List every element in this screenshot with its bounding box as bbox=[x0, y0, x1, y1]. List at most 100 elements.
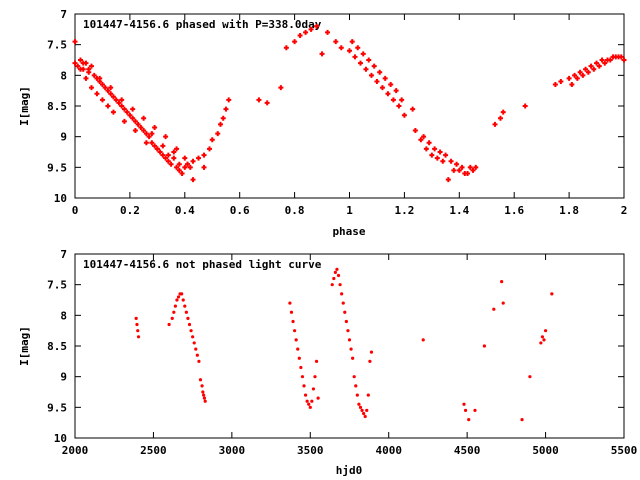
unphased-data-point bbox=[136, 329, 140, 333]
unphased-data-point bbox=[313, 375, 317, 379]
unphased-data-point bbox=[184, 310, 188, 314]
phased-data-point bbox=[110, 109, 116, 115]
phased-data-point bbox=[152, 124, 158, 130]
phased-data-point bbox=[163, 134, 169, 140]
phased-data-point bbox=[470, 167, 476, 173]
unphased-data-point bbox=[311, 387, 316, 391]
phased-data-point bbox=[94, 91, 100, 97]
phased-data-point bbox=[421, 134, 427, 140]
phased-data-point bbox=[113, 97, 119, 103]
phased-data-point bbox=[163, 155, 169, 161]
phased-data-point bbox=[401, 112, 407, 118]
unphased-y-tick-label: 9 bbox=[60, 371, 67, 384]
unphased-data-point bbox=[294, 338, 298, 342]
phased-data-point bbox=[256, 97, 262, 103]
unphased-data-point bbox=[542, 338, 546, 342]
phased-data-point bbox=[264, 100, 270, 106]
unphased-x-tick-label: 2500 bbox=[140, 444, 167, 457]
phased-data-point bbox=[357, 60, 363, 66]
phased-data-point bbox=[569, 82, 575, 88]
phased-data-point bbox=[124, 109, 130, 115]
phased-data-point bbox=[577, 69, 583, 75]
unphased-data-points bbox=[134, 267, 554, 422]
unphased-data-point bbox=[354, 384, 358, 388]
unphased-data-point bbox=[346, 329, 350, 333]
unphased-data-point bbox=[349, 347, 353, 351]
phased-x-tick-label: 0.2 bbox=[120, 204, 140, 217]
phased-data-point bbox=[88, 63, 94, 69]
phased-data-point bbox=[412, 128, 418, 134]
phased-data-point bbox=[119, 97, 125, 103]
unphased-data-point bbox=[473, 408, 477, 412]
unphased-data-point bbox=[136, 335, 141, 339]
phased-data-point bbox=[618, 54, 624, 60]
phased-x-tick-label: 1.6 bbox=[504, 204, 524, 217]
phased-data-point bbox=[182, 164, 188, 170]
unphased-x-tick-label: 4500 bbox=[454, 444, 481, 457]
unphased-data-point bbox=[307, 402, 311, 406]
phased-data-point bbox=[83, 60, 89, 66]
unphased-y-tick-label: 7 bbox=[60, 248, 67, 261]
phased-data-point bbox=[445, 177, 451, 183]
phased-data-point bbox=[223, 106, 229, 112]
phased-data-point bbox=[171, 155, 177, 161]
phased-x-tick-label: 0 bbox=[72, 204, 79, 217]
phased-data-point bbox=[558, 78, 564, 84]
phased-data-point bbox=[132, 128, 138, 134]
phased-data-point bbox=[190, 158, 196, 164]
phased-data-point bbox=[459, 164, 465, 170]
phased-data-point bbox=[179, 170, 185, 176]
phased-data-point bbox=[616, 54, 622, 60]
phased-y-ticks: 7 7.5 8 8.5 9 9.5 10 bbox=[47, 8, 624, 205]
unphased-data-point bbox=[288, 301, 292, 305]
unphased-data-point bbox=[305, 399, 309, 403]
unphased-x-tick-label: 5000 bbox=[532, 444, 559, 457]
unphased-data-point bbox=[316, 396, 320, 400]
unphased-x-tick-label: 3500 bbox=[297, 444, 324, 457]
phased-data-point bbox=[77, 66, 83, 72]
unphased-x-axis-label: hjd0 bbox=[336, 464, 363, 477]
phased-data-point bbox=[572, 72, 578, 78]
phased-data-point bbox=[174, 164, 180, 170]
phased-data-point bbox=[108, 91, 114, 97]
phased-data-point bbox=[165, 152, 171, 158]
unphased-data-point bbox=[330, 283, 334, 287]
unphased-panel: 101447-4156.6 not phased light curve 7 7.… bbox=[18, 248, 637, 477]
phased-data-point bbox=[88, 85, 94, 91]
phased-data-point bbox=[610, 54, 616, 60]
unphased-y-tick-label: 10 bbox=[54, 432, 67, 445]
phased-data-point bbox=[588, 63, 594, 69]
phased-data-point bbox=[130, 106, 136, 112]
unphased-data-point bbox=[202, 396, 207, 400]
phased-data-point bbox=[292, 39, 298, 45]
phased-data-point bbox=[119, 103, 125, 109]
unphased-data-point bbox=[343, 310, 347, 314]
unphased-data-point bbox=[362, 411, 366, 416]
phased-x-tick-label: 1 bbox=[346, 204, 353, 217]
phased-data-point bbox=[141, 115, 147, 121]
unphased-data-point bbox=[176, 295, 181, 299]
phased-data-point bbox=[390, 97, 396, 103]
phased-data-point bbox=[86, 69, 92, 75]
phased-data-point bbox=[613, 54, 619, 60]
phased-data-point bbox=[146, 134, 152, 140]
unphased-data-point bbox=[167, 322, 171, 327]
phased-x-tick-label: 0.4 bbox=[175, 204, 195, 217]
phased-data-point bbox=[97, 75, 103, 81]
unphased-data-point bbox=[368, 359, 372, 363]
unphased-data-point bbox=[297, 356, 301, 360]
phased-data-point bbox=[437, 149, 443, 155]
unphased-data-point bbox=[197, 359, 201, 363]
phased-data-point bbox=[121, 118, 127, 124]
unphased-y-tick-label: 8 bbox=[60, 309, 67, 322]
phased-data-point bbox=[138, 124, 144, 130]
unphased-data-point bbox=[173, 304, 177, 308]
unphased-data-point bbox=[172, 310, 176, 314]
phased-data-point bbox=[440, 158, 446, 164]
unphased-x-tick-label: 2000 bbox=[62, 444, 89, 457]
phased-data-point bbox=[86, 66, 92, 72]
phased-data-point bbox=[492, 121, 498, 127]
unphased-data-point bbox=[170, 316, 174, 320]
phased-data-point bbox=[393, 88, 399, 94]
unphased-data-point bbox=[528, 375, 532, 379]
